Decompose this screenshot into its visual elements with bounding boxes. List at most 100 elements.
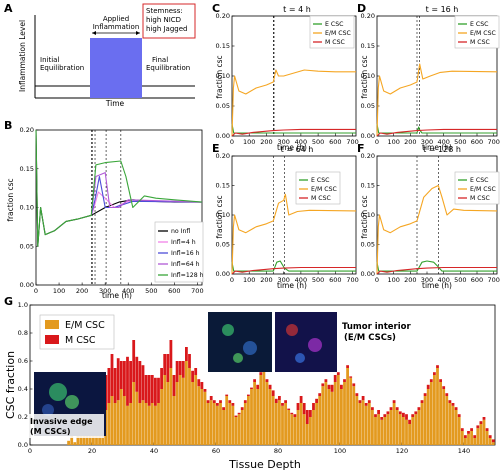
bar-em-csc [157,403,160,445]
bar-m-csc [411,414,415,417]
bar-em-csc [154,405,157,445]
chart-c-xtick-label: 700 [346,138,358,146]
bar-m-csc [284,400,287,403]
chart-b-xtick-label: 700 [191,287,203,295]
bar-em-csc [420,403,424,445]
bar-m-csc [473,435,477,438]
chart-e-xtick-label: 400 [295,276,307,284]
chart-d-xtick-label: 700 [487,138,499,146]
bar-m-csc [448,400,452,403]
chart-g-xtick-label: 0 [28,447,32,455]
bar-m-csc [426,384,430,389]
bar-m-csc [305,410,309,424]
chart-f-xtick-label: 100 [387,276,399,284]
bar-em-csc [185,361,188,445]
chart-c-series-e-csc [231,123,356,134]
bar-em-csc [110,396,114,445]
bar-m-csc [467,431,470,434]
bar-m-csc [371,407,374,410]
bar-m-csc [231,403,235,406]
bar-em-csc [163,375,167,445]
bar-em-csc [402,417,405,445]
bar-em-csc [343,382,346,445]
chart-c-ytick-label: 0.15 [216,42,230,50]
legend-swatch-g-m [45,335,59,344]
chart-d-plot: 0 100 200 300 400 500 600 700 0.00 0.05 0.10 0.15 0.… [361,12,500,146]
chart-d-xtick-label: 400 [437,138,449,146]
chart-d-ytick-label: 0.15 [361,42,375,50]
chart-d-series-e-csc [376,123,497,134]
chart-b-ytick-label: 0.05 [20,242,34,250]
bar-em-csc [222,410,225,445]
bar-m-csc [451,403,455,406]
bar-em-csc [219,403,222,445]
legend-label-g-em: E/M CSC [65,320,105,331]
bar-em-csc [386,414,390,445]
bar-em-csc [460,431,464,445]
bar-m-csc [405,414,408,420]
bar-em-csc [169,368,173,445]
bar-m-csc [315,398,318,403]
bar-m-csc [126,356,129,406]
bar-m-csc [321,383,325,387]
bar-m-csc [119,361,123,389]
inset-tumor-label-2: (E/M CSCs) [344,333,396,343]
legend-label-e-csc: E CSC [470,177,488,184]
bar-m-csc [185,347,188,361]
chart-c-ytick-label: 0.05 [216,102,230,110]
legend-label-m-csc: M CSC [470,195,490,202]
bar-em-csc [123,396,126,445]
bar-em-csc [340,389,343,445]
chart-g-xtick-label: 20 [88,447,96,455]
bar-m-csc [476,425,480,429]
chart-f-xtick-label: 300 [421,276,433,284]
bar-m-csc [265,379,269,382]
bar-em-csc [268,389,272,445]
bar-em-csc [116,400,120,445]
panel-letter-b: B [4,119,12,132]
bar-m-csc [129,361,132,403]
bar-em-csc [178,375,182,445]
bar-m-csc [408,419,411,424]
chart-d-ytick-label: 0.05 [361,102,375,110]
bar-em-csc [454,410,458,445]
applied-line-2: Inflammation [93,23,140,31]
legend-label-e-csc: E CSC [470,21,488,28]
bar-m-csc [389,407,393,410]
bar-m-csc [281,403,284,406]
bar-em-csc [491,442,495,445]
bar-m-csc [454,407,458,410]
chart-f-xtick-label: 700 [487,276,499,284]
bar-m-csc [116,358,120,401]
bar-em-csc [305,424,309,445]
legend-c: E CSC E/M CSC M CSC [309,15,355,49]
bar-em-csc [309,417,312,445]
chart-d-xtick-label: 0 [375,138,379,146]
ylabel-f: fraction csc [360,195,369,238]
bar-m-csc [340,384,343,389]
chart-d-ytick-label: 0.00 [361,132,375,140]
bar-m-csc [175,361,179,382]
inset-tumor-blob-1 [222,324,234,336]
bar-m-csc [163,354,167,375]
legend-label-m-csc: M CSC [325,39,345,46]
bar-em-csc [423,396,427,445]
bar-em-csc [414,414,418,445]
chart-e-xtick-label: 200 [260,276,272,284]
bar-m-csc [485,428,489,431]
bar-m-csc [243,400,247,403]
inset-invasive-blob-3 [42,404,54,416]
bar-em-csc [439,382,442,445]
chart-e-xtick-label: 500 [312,276,324,284]
chart-c-xtick-label: 300 [277,138,289,146]
bar-m-csc [160,368,163,389]
chart-c-xtick-label: 200 [260,138,272,146]
chart-d-xtick-label: 500 [454,138,466,146]
bar-m-csc [457,414,461,417]
bar-m-csc [383,414,387,417]
bar-m-csc [479,421,483,424]
inset-tumor-blob-6 [295,353,305,363]
bar-m-csc [228,400,232,403]
title-f: t = 128 h [423,145,461,154]
stemness-line-1: Stemness: [146,7,183,15]
